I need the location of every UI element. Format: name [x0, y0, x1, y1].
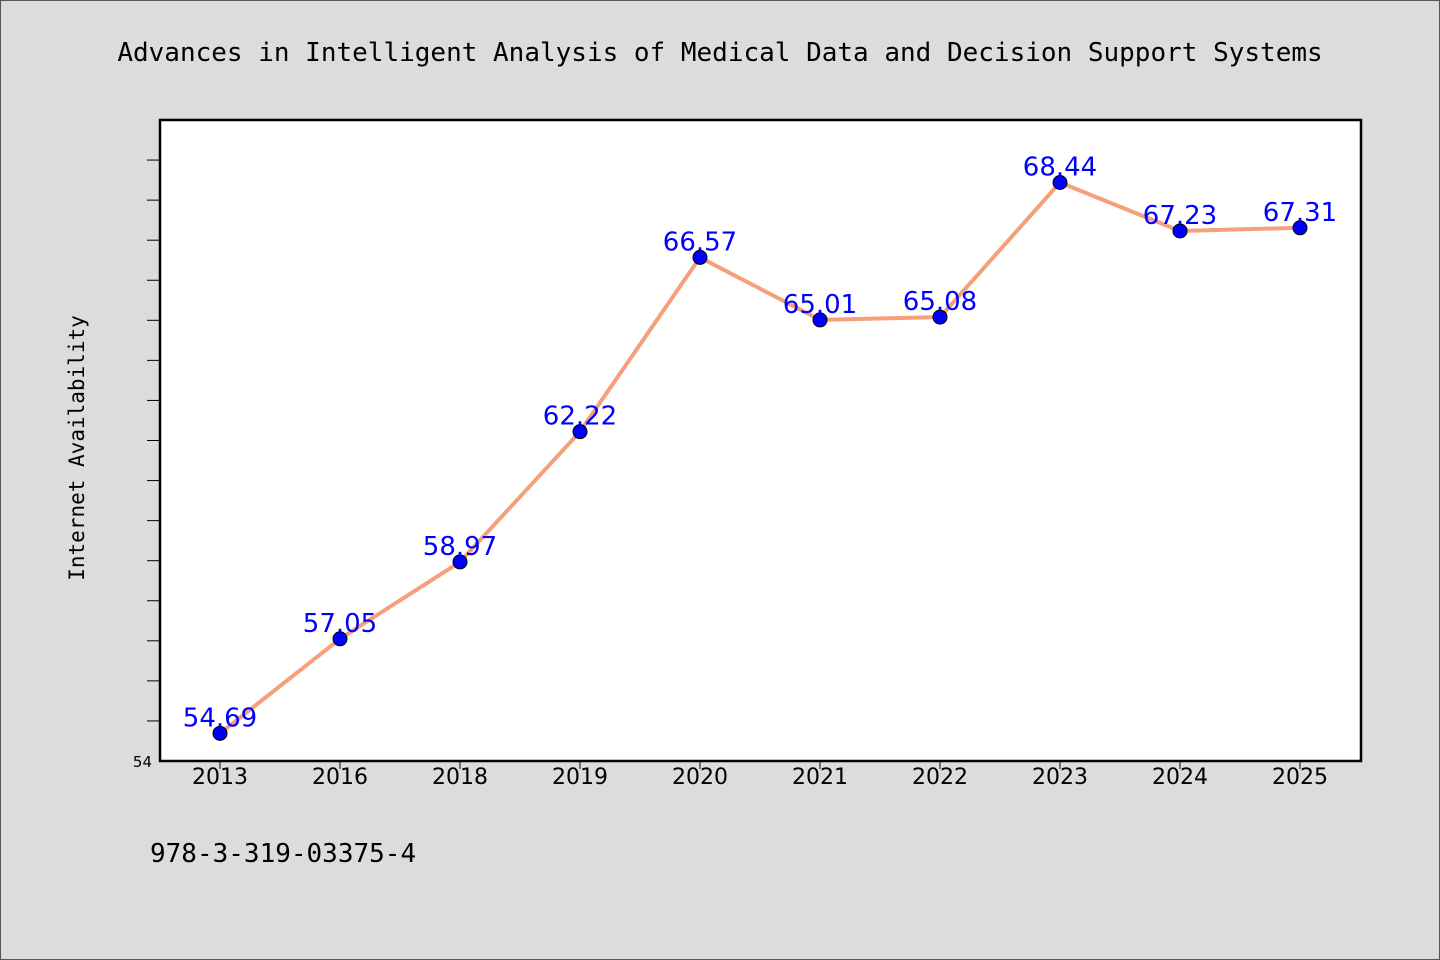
data-label: 62.22 — [543, 402, 617, 432]
plot-area — [158, 118, 1363, 763]
data-point — [1052, 174, 1068, 190]
data-point — [212, 725, 228, 741]
data-label: 65.01 — [783, 290, 857, 320]
series-line-group — [218, 180, 1301, 735]
y-axis-label: Internet Availability — [65, 315, 89, 581]
x-tick-label: 2018 — [432, 765, 488, 790]
y-axis-ticks: 54 — [133, 159, 160, 771]
x-tick-label: 2019 — [552, 765, 608, 790]
data-point — [812, 312, 828, 328]
footer-isbn: 978-3-319-03375-4 — [150, 839, 416, 869]
chart-title: Advances in Intelligent Analysis of Medi… — [117, 38, 1322, 68]
data-point — [692, 249, 708, 265]
y-tick-label: 54 — [133, 753, 152, 771]
data-label: 54.69 — [183, 703, 257, 733]
data-label: 67.23 — [1143, 201, 1217, 231]
data-point — [1292, 220, 1308, 236]
series-markers — [212, 174, 1308, 741]
series-line — [218, 180, 1301, 735]
data-point — [452, 554, 468, 570]
x-tick-label: 2023 — [1032, 765, 1088, 790]
data-label: 58.97 — [423, 532, 497, 562]
data-labels: 54.69 57.05 58.97 62.22 66.57 65.01 65.08 68.44… — [183, 152, 1337, 733]
x-axis-ticks: 2013 2016 2018 2019 2020 2021 2022 2023 2024 2025 — [192, 761, 1328, 790]
data-point — [1172, 223, 1188, 239]
data-label: 67.31 — [1263, 198, 1337, 228]
x-tick-label: 2024 — [1152, 765, 1208, 790]
x-tick-label: 2025 — [1272, 765, 1328, 790]
data-point — [932, 309, 948, 325]
data-label: 66.57 — [663, 227, 737, 257]
data-point — [332, 631, 348, 647]
data-label: 57.05 — [303, 609, 377, 639]
x-tick-label: 2013 — [192, 765, 248, 790]
x-tick-label: 2020 — [672, 765, 728, 790]
data-label: 65.08 — [903, 287, 977, 317]
x-tick-label: 2022 — [912, 765, 968, 790]
data-point — [572, 424, 588, 440]
data-label: 68.44 — [1023, 152, 1097, 182]
x-tick-label: 2016 — [312, 765, 368, 790]
x-tick-label: 2021 — [792, 765, 848, 790]
